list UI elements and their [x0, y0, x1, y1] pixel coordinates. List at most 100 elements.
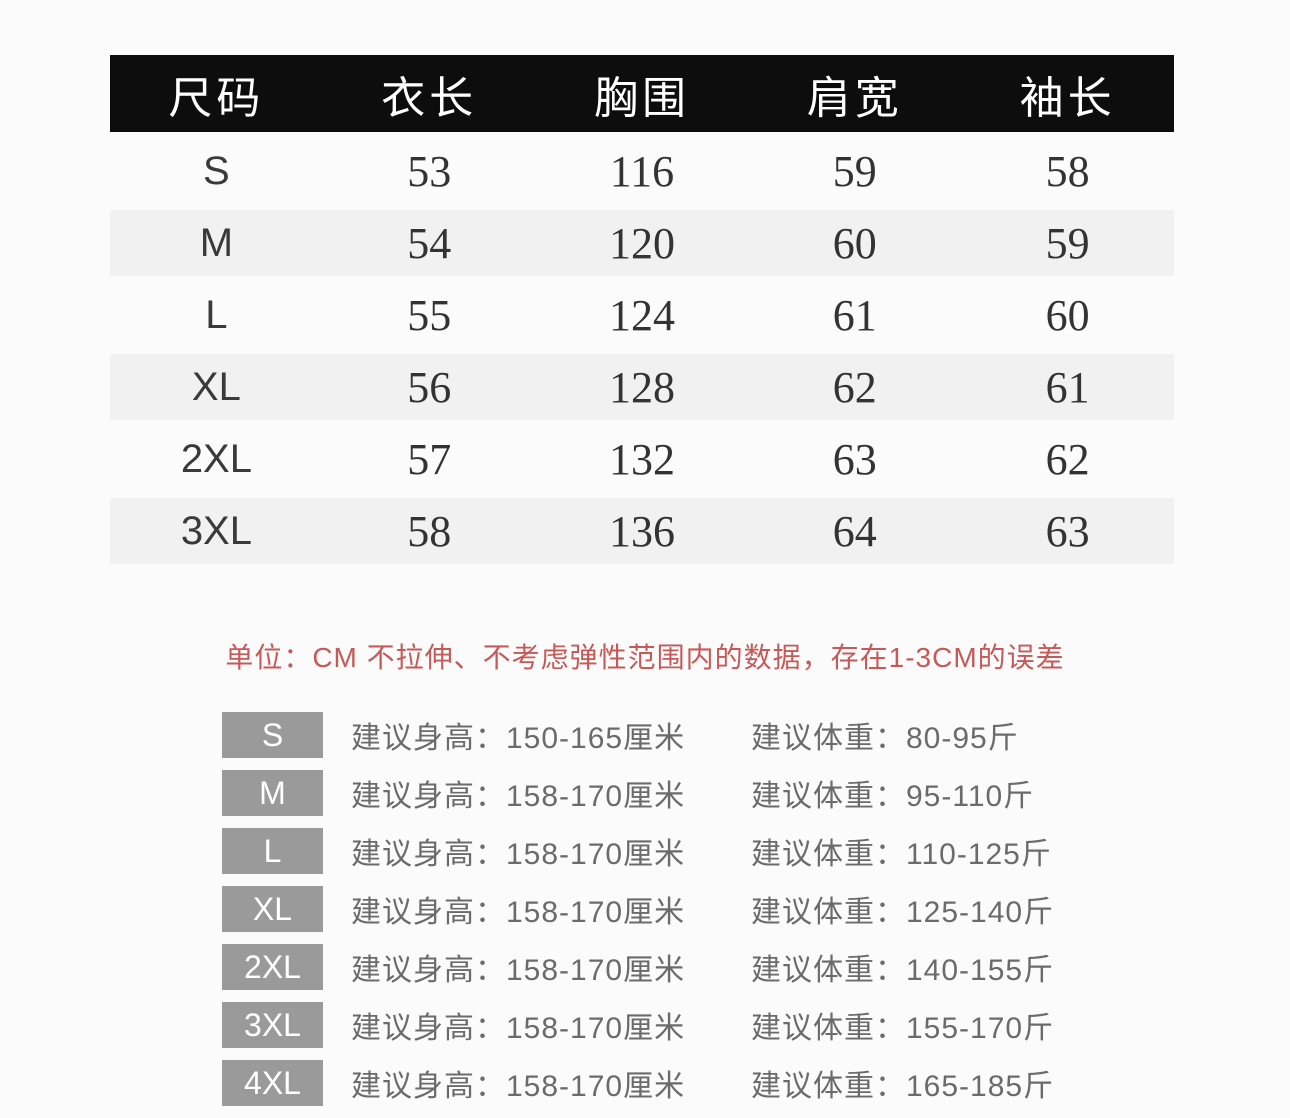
sleeve-cell: 59: [1045, 218, 1090, 268]
weight-recommendation: 建议体重：140-155斤: [751, 945, 1054, 989]
length-cell: 54: [407, 218, 452, 268]
weight-label: 建议体重：: [751, 954, 906, 987]
shoulder-cell: 63: [832, 434, 877, 484]
recommendation-row: M 建议身高：158-170厘米 建议体重：95-110斤: [222, 770, 1054, 816]
height-value: 158-170厘米: [506, 1070, 686, 1103]
height-recommendation: 建议身高：158-170厘米: [351, 771, 751, 815]
height-label: 建议身高：: [351, 838, 506, 871]
size-table-header-cell: 肩宽: [806, 73, 903, 123]
recommendation-row: L 建议身高：158-170厘米 建议体重：110-125斤: [222, 828, 1054, 874]
weight-recommendation: 建议体重：125-140斤: [751, 887, 1054, 931]
size-table-header-cell: 胸围: [593, 73, 690, 123]
weight-label: 建议体重：: [751, 1012, 906, 1045]
chest-cell: 128: [608, 362, 675, 412]
shoulder-cell: 60: [832, 218, 877, 268]
size-cell: S: [203, 148, 230, 193]
weight-recommendation: 建议体重：110-125斤: [751, 829, 1052, 873]
weight-label: 建议体重：: [751, 896, 906, 929]
size-cell: XL: [191, 364, 241, 409]
recommendation-row: 3XL 建议身高：158-170厘米 建议体重：155-170斤: [222, 1002, 1054, 1048]
shoulder-cell: 62: [832, 362, 877, 412]
size-recommendation-list: S 建议身高：150-165厘米 建议体重：80-95斤 M 建议身高：158-…: [222, 712, 1054, 1118]
weight-value: 140-155斤: [906, 954, 1055, 987]
size-cell: 3XL: [180, 508, 252, 553]
height-label: 建议身高：: [351, 954, 506, 987]
recommendation-row: S 建议身高：150-165厘米 建议体重：80-95斤: [222, 712, 1054, 758]
weight-label: 建议体重：: [751, 1070, 906, 1103]
shoulder-cell: 61: [832, 290, 877, 340]
size-badge: XL: [222, 886, 323, 932]
size-table-row: 3XL 58 136 64 63: [110, 498, 1174, 564]
weight-recommendation: 建议体重：80-95斤: [751, 713, 1019, 757]
size-cell: L: [205, 292, 228, 337]
weight-label: 建议体重：: [751, 780, 906, 813]
size-table-body: S 53 116 59 58 M 54 120 60 59 L 55 124 6…: [110, 138, 1174, 564]
chest-cell: 120: [608, 218, 675, 268]
weight-value: 95-110斤: [906, 780, 1035, 813]
height-recommendation: 建议身高：150-165厘米: [351, 713, 751, 757]
height-value: 158-170厘米: [506, 896, 686, 929]
length-cell: 53: [407, 146, 452, 196]
length-cell: 58: [407, 506, 452, 556]
sleeve-cell: 61: [1045, 362, 1090, 412]
height-value: 158-170厘米: [506, 954, 686, 987]
size-table-row: M 54 120 60 59: [110, 210, 1174, 276]
length-cell: 57: [407, 434, 452, 484]
sleeve-cell: 63: [1045, 506, 1090, 556]
size-badge: S: [222, 712, 323, 758]
size-badge: 3XL: [222, 1002, 323, 1048]
size-table-row: L 55 124 61 60: [110, 282, 1174, 348]
length-cell: 55: [407, 290, 452, 340]
height-recommendation: 建议身高：158-170厘米: [351, 829, 751, 873]
height-recommendation: 建议身高：158-170厘米: [351, 887, 751, 931]
weight-recommendation: 建议体重：165-185斤: [751, 1061, 1054, 1105]
weight-label: 建议体重：: [751, 722, 906, 755]
sleeve-cell: 60: [1045, 290, 1090, 340]
height-label: 建议身高：: [351, 722, 506, 755]
size-table-header-cell: 衣长: [381, 73, 478, 123]
recommendation-row: 2XL 建议身高：158-170厘米 建议体重：140-155斤: [222, 944, 1054, 990]
size-badge: M: [222, 770, 323, 816]
height-recommendation: 建议身高：158-170厘米: [351, 1003, 751, 1047]
size-badge: 4XL: [222, 1060, 323, 1106]
chest-cell: 124: [608, 290, 675, 340]
weight-value: 80-95斤: [906, 722, 1019, 755]
weight-label: 建议体重：: [751, 838, 906, 871]
weight-recommendation: 建议体重：95-110斤: [751, 771, 1034, 815]
recommendation-row: XL 建议身高：158-170厘米 建议体重：125-140斤: [222, 886, 1054, 932]
size-badge: 2XL: [222, 944, 323, 990]
size-table-header-cell: 尺码: [168, 73, 265, 123]
chest-cell: 136: [608, 506, 675, 556]
length-cell: 56: [407, 362, 452, 412]
weight-value: 165-185斤: [906, 1070, 1055, 1103]
recommendation-row: 4XL 建议身高：158-170厘米 建议体重：165-185斤: [222, 1060, 1054, 1106]
shoulder-cell: 59: [832, 146, 877, 196]
chest-cell: 116: [609, 146, 675, 196]
weight-value: 110-125斤: [906, 838, 1052, 871]
size-table-header-cell: 袖长: [1019, 73, 1116, 123]
height-recommendation: 建议身高：158-170厘米: [351, 1061, 751, 1105]
height-value: 158-170厘米: [506, 838, 686, 871]
height-value: 158-170厘米: [506, 780, 686, 813]
height-value: 150-165厘米: [506, 722, 686, 755]
weight-value: 125-140斤: [906, 896, 1055, 929]
sleeve-cell: 62: [1045, 434, 1090, 484]
size-table-header: 尺码 衣长 胸围 肩宽 袖长: [110, 55, 1174, 132]
weight-recommendation: 建议体重：155-170斤: [751, 1003, 1054, 1047]
height-label: 建议身高：: [351, 1070, 506, 1103]
sleeve-cell: 58: [1045, 146, 1090, 196]
size-table-row: 2XL 57 132 63 62: [110, 426, 1174, 492]
size-cell: M: [199, 220, 234, 265]
height-label: 建议身高：: [351, 1012, 506, 1045]
size-table-row: XL 56 128 62 61: [110, 354, 1174, 420]
size-table: 尺码 衣长 胸围 肩宽 袖长 S 53 116 59 58 M 54 120 60 59…: [110, 55, 1174, 570]
weight-value: 155-170斤: [906, 1012, 1055, 1045]
shoulder-cell: 64: [832, 506, 877, 556]
size-badge: L: [222, 828, 323, 874]
height-value: 158-170厘米: [506, 1012, 686, 1045]
unit-note: 单位：CM 不拉伸、不考虑弹性范围内的数据，存在1-3CM的误差: [225, 642, 1065, 673]
height-recommendation: 建议身高：158-170厘米: [351, 945, 751, 989]
chest-cell: 132: [608, 434, 675, 484]
size-table-row: S 53 116 59 58: [110, 138, 1174, 204]
size-cell: 2XL: [180, 436, 252, 481]
